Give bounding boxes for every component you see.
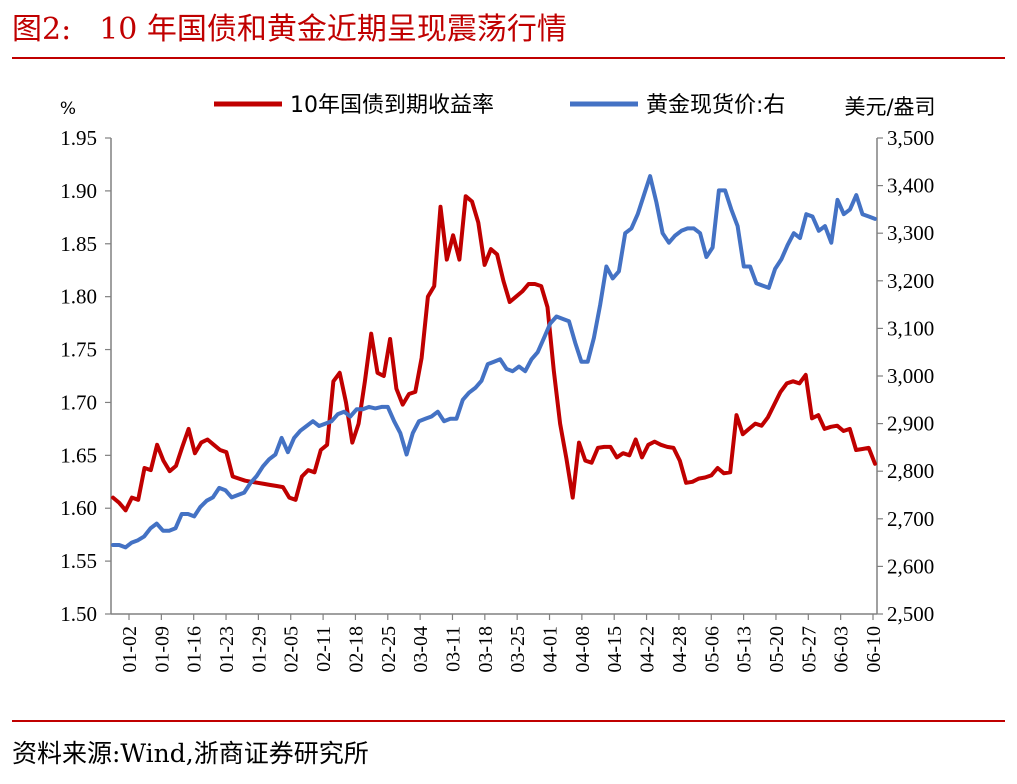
gold-price-line: [111, 174, 877, 550]
bond-yield-line: [111, 194, 877, 513]
figure-title: 图2: 10 年国债和黄金近期呈现震荡行情: [12, 4, 567, 48]
x-tick-label: 02-25: [378, 626, 400, 673]
y-right-tick-label: 3,100: [887, 316, 934, 340]
y-left-tick-label: 1.85: [60, 232, 97, 256]
x-tick-label: 01-29: [248, 626, 270, 673]
x-tick-label: 04-15: [604, 626, 626, 673]
y-left-tick-label: 1.55: [60, 549, 97, 573]
y-left-tick-label: 1.50: [60, 602, 97, 626]
bottom-rule: [12, 720, 1005, 722]
x-tick-label: 02-11: [313, 626, 335, 672]
x-tick-label: 05-13: [734, 626, 756, 673]
legend-label: 10年国债到期收益率: [290, 93, 494, 118]
legend-label: 黄金现货价:右: [646, 93, 785, 118]
y-right-tick-label: 2,800: [887, 459, 934, 483]
x-tick-label: 03-25: [507, 626, 529, 673]
y-right-tick-label: 2,500: [887, 602, 934, 626]
x-tick-label: 03-11: [442, 626, 464, 672]
x-tick-label: 01-09: [151, 626, 173, 673]
y-left-tick-label: 1.95: [60, 126, 97, 150]
x-tick-label: 06-10: [863, 626, 885, 673]
y-right-tick-label: 2,600: [887, 554, 934, 578]
x-tick-label: 04-28: [669, 626, 691, 673]
y-right-tick-label: 3,500: [887, 126, 934, 150]
x-tick-label: 05-06: [701, 626, 723, 673]
x-tick-label: 04-08: [572, 626, 594, 673]
x-tick-label: 01-16: [184, 626, 206, 673]
x-tick-label: 02-05: [281, 626, 303, 673]
y-right-tick-label: 3,200: [887, 269, 934, 293]
y-left-tick-label: 1.75: [60, 338, 97, 362]
figure-label: 图2:: [12, 12, 72, 47]
y-right-tick-label: 3,400: [887, 174, 934, 198]
x-tick-label: 03-18: [475, 626, 497, 673]
y-left-tick-label: 1.70: [60, 390, 97, 414]
x-tick-label: 01-02: [119, 626, 141, 673]
x-tick-label: 05-27: [798, 626, 820, 673]
y-left-tick-label: 1.90: [60, 179, 97, 203]
x-tick-label: 04-22: [637, 626, 659, 673]
y-left-tick-label: 1.60: [60, 496, 97, 520]
y-right-tick-label: 3,300: [887, 221, 934, 245]
x-tick-label: 04-01: [540, 626, 562, 673]
source-note: 资料来源:Wind,浙商证券研究所: [12, 739, 369, 768]
x-tick-label: 01-23: [216, 626, 238, 673]
y-left-tick-label: 1.80: [60, 285, 97, 309]
y-right-tick-label: 2,900: [887, 412, 934, 436]
y-right-tick-label: 3,000: [887, 364, 934, 388]
x-tick-label: 05-20: [766, 626, 788, 673]
y-right-unit-label: 美元/盎司: [844, 95, 935, 119]
x-tick-label: 06-03: [831, 626, 853, 673]
figure-title-text: 10 年国债和黄金近期呈现震荡行情: [99, 12, 567, 47]
x-tick-label: 02-18: [345, 626, 367, 673]
y-left-tick-label: 1.65: [60, 443, 97, 467]
x-tick-label: 03-04: [410, 626, 432, 673]
y-left-unit-label: %: [60, 99, 76, 119]
y-right-tick-label: 2,700: [887, 507, 934, 531]
top-rule: [12, 57, 1005, 59]
